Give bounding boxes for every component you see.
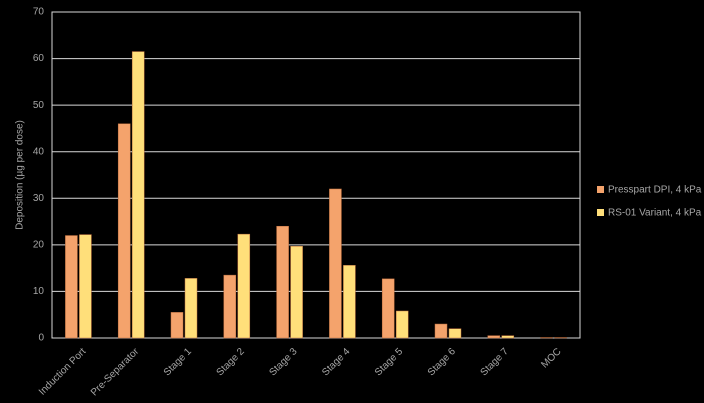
bar: [329, 188, 342, 339]
bar: [381, 278, 395, 339]
bar: [65, 235, 78, 339]
bar: [79, 234, 92, 339]
y-tick-label: 60: [33, 53, 45, 64]
bar: [434, 323, 448, 339]
bar: [487, 335, 501, 339]
y-axis-label: Deposition (µg per dose): [15, 120, 26, 230]
bar: [131, 51, 145, 339]
bar: [276, 225, 289, 339]
bar: [395, 310, 409, 339]
y-tick-label: 0: [38, 333, 44, 344]
legend-label: RS-01 Variant, 4 kPa: [608, 208, 702, 219]
bar: [223, 274, 237, 339]
legend-swatch: [597, 209, 604, 216]
y-tick-label: 50: [33, 100, 45, 111]
y-tick-label: 40: [33, 146, 45, 157]
bar: [170, 312, 184, 339]
legend-label: Presspart DPI, 4 kPa: [608, 185, 702, 196]
bar: [237, 233, 251, 339]
bar: [290, 246, 303, 339]
bar: [448, 328, 462, 339]
bar: [184, 278, 198, 339]
y-tick-label: 10: [33, 286, 45, 297]
y-tick-label: 20: [33, 239, 45, 250]
y-tick-label: 70: [33, 7, 45, 18]
legend-swatch: [597, 186, 604, 193]
bar: [501, 335, 515, 339]
bar: [343, 265, 356, 339]
bar: [117, 123, 131, 339]
y-tick-label: 30: [33, 193, 45, 204]
